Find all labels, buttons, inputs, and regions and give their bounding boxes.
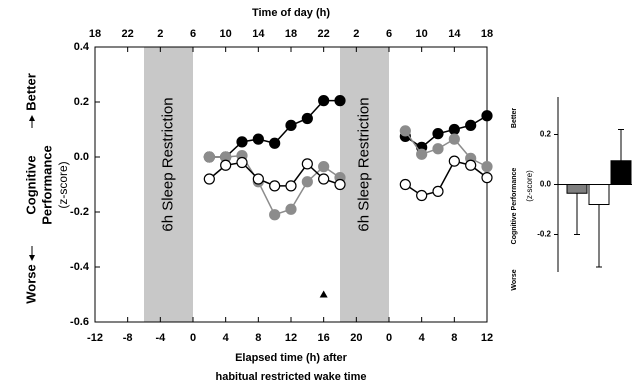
better-label: Better (511, 108, 518, 129)
top-tick-label: 18 (481, 28, 493, 40)
x-tick-label: -4 (155, 332, 166, 344)
shaded-region (144, 47, 193, 322)
y-axis-title: Cognitive Performance (511, 168, 518, 245)
data-point (318, 95, 330, 107)
y-tick-label: 0.4 (74, 41, 90, 53)
data-point (448, 133, 460, 145)
y-tick-label: -0.2 (70, 206, 89, 218)
y-axis-title: Performance (39, 145, 54, 224)
series-line (404, 115, 488, 149)
data-point (285, 180, 297, 192)
data-point (432, 185, 444, 197)
data-point (203, 151, 215, 163)
y-axis-subtitle: (z-score) (56, 161, 70, 208)
data-point (448, 155, 460, 167)
x-tick-label: 0 (386, 332, 392, 344)
data-point (334, 178, 346, 191)
top-tick-label: 2 (353, 28, 359, 40)
data-point (416, 189, 428, 202)
x-tick-label: 20 (350, 332, 362, 344)
x-tick-label: -12 (87, 332, 103, 344)
top-tick-label: 2 (157, 28, 163, 40)
y-tick-label: -0.4 (70, 261, 90, 273)
worse-label: Worse (511, 269, 518, 290)
bar (610, 160, 632, 185)
data-point (416, 148, 428, 160)
x-tick-label: 0 (190, 332, 196, 344)
y-tick-label: 0.0 (540, 180, 552, 189)
top-tick-label: 6 (190, 28, 196, 40)
y-axis-title: Cognitive (23, 155, 38, 214)
top-tick-label: 14 (448, 28, 461, 40)
data-point (269, 180, 281, 192)
x-tick-label: 12 (285, 332, 297, 344)
data-point (301, 176, 313, 188)
data-point (220, 159, 232, 171)
y-tick-label: 0.2 (540, 130, 552, 139)
x-tick-label: 12 (481, 332, 493, 344)
shaded-region (340, 47, 389, 322)
data-point (465, 159, 477, 171)
y-axis-subtitle: (z-score) (525, 170, 534, 202)
data-point (252, 173, 264, 185)
data-point (432, 128, 444, 140)
data-point (252, 133, 264, 145)
y-tick-label: 0.0 (74, 151, 89, 163)
top-tick-label: 10 (416, 28, 428, 40)
x-axis-title: Elapsed time (h) after (235, 352, 348, 364)
data-point (432, 143, 444, 155)
worse-label: Worse (23, 264, 38, 304)
data-point (203, 173, 215, 185)
x-tick-label: 8 (255, 332, 261, 344)
data-point (334, 95, 346, 107)
data-point (269, 209, 281, 221)
x-tick-label: 16 (318, 332, 330, 344)
data-point (399, 125, 411, 137)
y-tick-label: 0.2 (74, 96, 89, 108)
data-point (481, 172, 493, 184)
data-point (448, 123, 460, 136)
region-label: 6h Sleep Restriction (355, 97, 372, 231)
region-label: 6h Sleep Restriction (159, 97, 176, 231)
top-tick-label: 10 (220, 28, 232, 40)
top-tick-label: 22 (122, 28, 134, 40)
data-point (318, 161, 330, 173)
better-label: Better (23, 73, 38, 111)
bar (566, 184, 588, 194)
x-tick-label: -8 (123, 332, 133, 344)
data-point (285, 119, 297, 131)
top-tick-label: 6 (386, 28, 392, 40)
top-tick-label: 18 (89, 28, 101, 40)
y-tick-label: -0.6 (70, 316, 89, 328)
bar (588, 184, 610, 205)
data-point (399, 178, 411, 191)
top-tick-label: 14 (252, 28, 265, 40)
top-tick-label: 22 (318, 28, 330, 40)
marker-triangle (319, 290, 328, 298)
x-tick-label: 4 (223, 332, 230, 344)
data-point (301, 158, 313, 170)
x-tick-label: 8 (451, 332, 457, 344)
data-point (318, 173, 330, 185)
data-point (465, 119, 477, 131)
data-point (236, 156, 248, 169)
data-point (285, 203, 297, 215)
top-axis-title: Time of day (h) (252, 7, 330, 19)
x-tick-label: 4 (419, 332, 426, 344)
y-tick-label: -0.2 (537, 230, 551, 239)
data-point (481, 110, 493, 122)
data-point (236, 136, 248, 148)
data-point (269, 137, 281, 149)
x-axis-title: habitual restricted wake time (216, 371, 367, 383)
data-point (301, 112, 313, 125)
top-tick-label: 18 (285, 28, 297, 40)
data-point (481, 161, 493, 173)
